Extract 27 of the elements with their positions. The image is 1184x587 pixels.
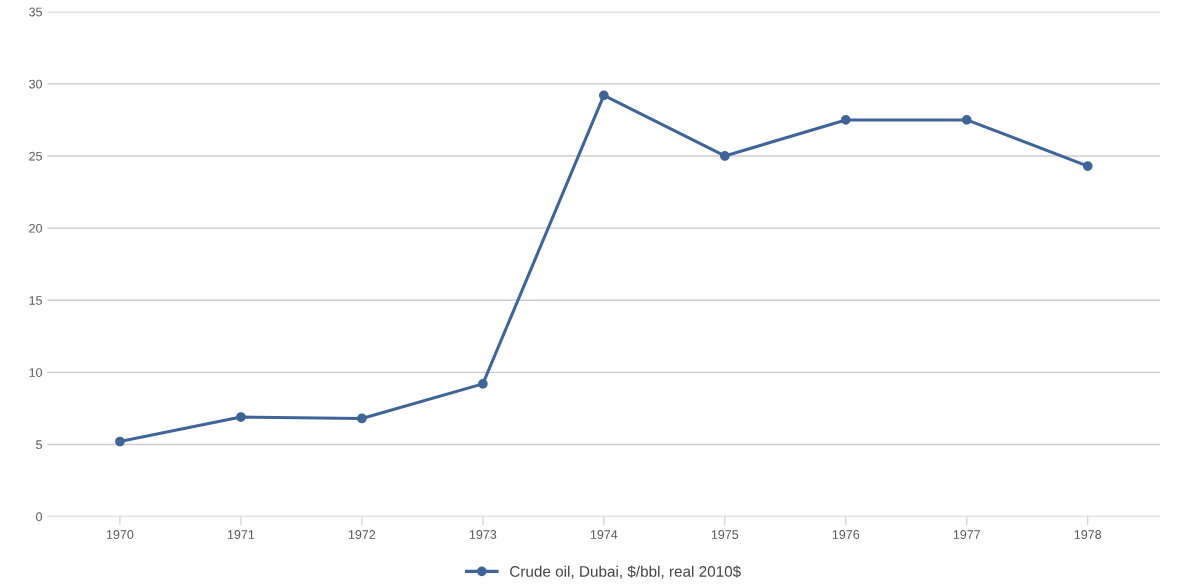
x-tick-label: 1970 <box>107 530 134 539</box>
y-tick-label: 0 <box>36 512 43 522</box>
y-tick-label: 30 <box>29 79 43 89</box>
y-tick-label: 10 <box>29 368 43 377</box>
x-tick-label: 1974 <box>590 530 618 539</box>
x-tick-label: 1977 <box>953 530 981 539</box>
y-tick-label: 5 <box>36 440 42 450</box>
x-tick-label: 1972 <box>348 530 376 539</box>
point <box>840 115 851 125</box>
point <box>961 115 972 125</box>
point <box>115 436 125 447</box>
point <box>236 412 246 422</box>
x-tick-label: 1971 <box>227 530 255 539</box>
point <box>478 379 488 389</box>
point <box>1082 161 1093 171</box>
point <box>357 413 367 424</box>
x-tick-label: 1978 <box>1074 530 1102 539</box>
point <box>719 151 730 161</box>
x-tick-label: 1976 <box>832 530 860 539</box>
x-tick-label: 1975 <box>711 530 739 539</box>
y-tick-label: 35 <box>29 7 42 17</box>
y-tick-label: 25 <box>29 151 42 161</box>
x-tick-label: 1973 <box>469 530 497 539</box>
y-tick-label: 15 <box>29 296 42 305</box>
point <box>598 90 609 101</box>
legend-label: Crude oil, Dubai, $/bbl, real 2010$ <box>510 565 741 579</box>
y-tick-label: 20 <box>29 223 43 233</box>
